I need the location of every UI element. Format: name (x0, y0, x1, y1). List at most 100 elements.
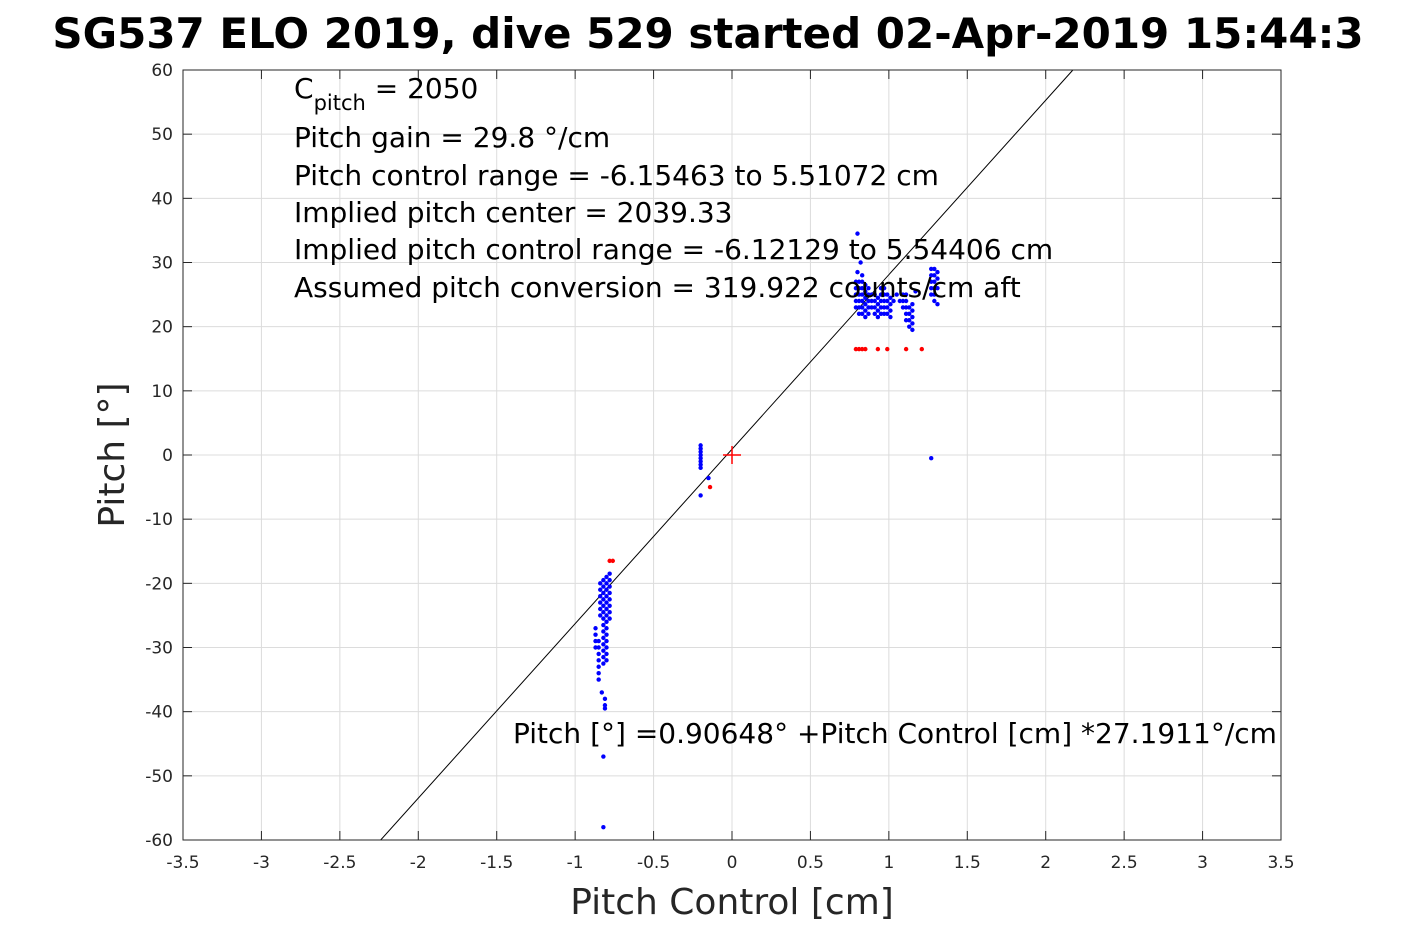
data-point-blue (935, 302, 940, 307)
data-point-blue (878, 298, 884, 304)
data-point-blue (856, 292, 862, 297)
data-point-blue (599, 690, 605, 695)
data-point-blue (878, 311, 884, 317)
assumed-pitch-conversion-annotation: Assumed pitch conversion = 319.922 count… (294, 271, 1021, 304)
x-axis-label: Pitch Control [cm] (570, 882, 894, 923)
c-pitch-subscript: pitch (314, 91, 366, 115)
data-point-blue (698, 443, 703, 448)
data-point-blue (601, 616, 606, 621)
y-tick-label: 10 (151, 382, 173, 402)
data-point-blue (907, 324, 912, 329)
implied-pitch-center-annotation: Implied pitch center = 2039.33 (294, 196, 732, 229)
data-point-blue (604, 574, 609, 580)
data-point-blue (885, 311, 890, 317)
y-axis-label: Pitch [°] (92, 382, 133, 527)
data-point-blue (601, 590, 606, 596)
data-point-blue (932, 273, 937, 278)
data-point-blue (596, 638, 601, 644)
data-point-blue (604, 651, 609, 657)
data-points (593, 231, 940, 830)
y-tick-label: -40 (145, 703, 173, 723)
data-point-blue (929, 285, 934, 291)
data-point-blue (935, 269, 940, 275)
y-tick-label: 50 (151, 125, 173, 145)
data-point-blue (907, 318, 912, 323)
data-point-blue (910, 321, 915, 326)
data-point-blue (607, 603, 612, 608)
data-point-blue (900, 292, 906, 297)
x-tick-label: -1 (567, 853, 584, 873)
y-tick-label: -10 (145, 510, 173, 530)
data-point-blue (859, 285, 865, 291)
data-point-blue (929, 279, 934, 284)
data-point-blue (932, 285, 937, 291)
data-point-blue (891, 298, 896, 304)
data-point-blue (607, 616, 612, 621)
data-point-blue (885, 298, 890, 304)
data-point-blue (935, 285, 940, 291)
data-point-red (853, 346, 859, 352)
data-point-blue (607, 590, 612, 596)
data-point-blue (885, 305, 890, 310)
data-point-red (607, 558, 612, 564)
data-point-blue (866, 285, 871, 291)
data-point-blue (601, 584, 606, 589)
c-pitch-main: C (294, 72, 314, 105)
data-point-blue (596, 658, 601, 663)
data-point-blue (604, 632, 609, 637)
data-point-red (919, 346, 924, 352)
data-point-red (903, 346, 909, 352)
data-point-blue (607, 577, 612, 583)
data-point-blue (888, 295, 893, 300)
data-point-blue (601, 635, 606, 641)
data-point-blue (932, 279, 937, 284)
data-point-blue (894, 292, 899, 297)
data-point-blue (932, 292, 937, 297)
x-tick-label: 2 (1040, 853, 1051, 873)
implied-pitch-control-range-annotation: Implied pitch control range = -6.12129 t… (294, 233, 1053, 266)
chart-title: SG537 ELO 2019, dive 529 started 02-Apr-… (52, 9, 1363, 58)
data-point-blue (698, 446, 703, 451)
x-tick-label: 3.5 (1267, 853, 1294, 873)
x-tick-label: 2.5 (1111, 853, 1138, 873)
data-point-blue (863, 314, 868, 320)
data-point-blue (598, 606, 603, 612)
data-point-blue (598, 613, 603, 618)
c-pitch-value: = 2050 (366, 72, 479, 105)
x-tick-label: 3 (1197, 853, 1208, 873)
data-point-blue (607, 610, 612, 615)
data-point-blue (602, 696, 608, 702)
data-point-red (875, 346, 881, 352)
data-point-blue (604, 600, 609, 605)
data-point-blue (872, 311, 877, 317)
y-tick-label: -50 (145, 767, 173, 787)
data-point-blue (888, 314, 893, 320)
data-point-blue (598, 600, 603, 605)
data-point-blue (859, 292, 865, 297)
data-point-blue (604, 638, 609, 644)
data-point-blue (863, 289, 868, 294)
data-point-blue (856, 298, 862, 304)
data-point-blue (866, 298, 871, 304)
data-point-blue (853, 285, 859, 291)
x-tick-label: -1.5 (480, 853, 513, 873)
data-point-blue (881, 298, 887, 304)
data-point-blue (881, 292, 887, 297)
data-point-blue (903, 292, 909, 297)
data-point-blue (900, 298, 906, 304)
data-point-blue (607, 571, 612, 576)
data-point-red (885, 346, 890, 352)
data-point-blue (869, 292, 874, 297)
data-point-blue (698, 449, 703, 454)
data-point-blue (706, 475, 711, 481)
data-point-blue (913, 289, 918, 294)
x-tick-label: -3.5 (166, 853, 199, 873)
data-point-blue (853, 305, 859, 310)
grid-lines (183, 70, 1281, 840)
data-point-blue (863, 282, 868, 288)
data-point-blue (598, 581, 603, 586)
data-point-blue (858, 260, 863, 265)
data-point-blue (910, 327, 915, 333)
data-point-blue (872, 305, 877, 310)
data-point-blue (598, 587, 603, 592)
